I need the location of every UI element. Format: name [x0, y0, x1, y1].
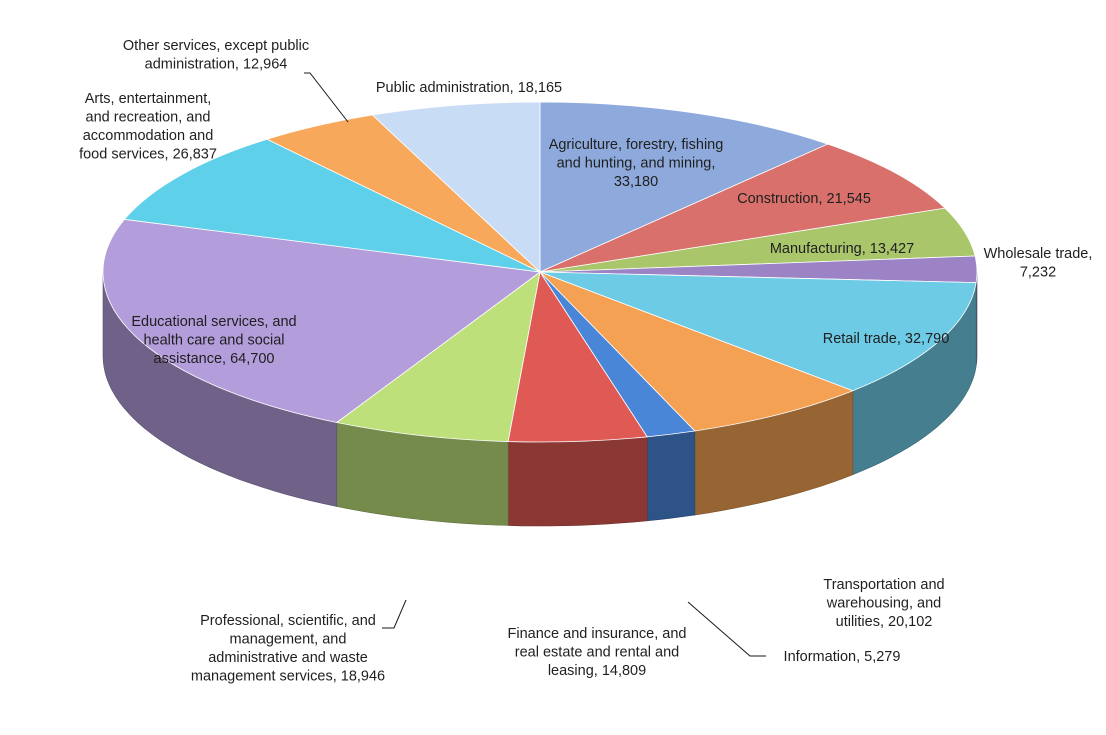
pie-top	[102, 101, 978, 443]
slice-label-line: leasing, 14,809	[548, 663, 646, 679]
slice-label-finance-and-insurance-and-real-estate-an: Finance and insurance, and real estate an…	[508, 626, 687, 679]
slice-label-line: Transportation and	[823, 577, 944, 593]
slice-label-retail-trade: Retail trade, 32,790	[823, 331, 950, 347]
pie-side-information	[646, 430, 696, 522]
slice-label-arts-entertainment-and-recreation-and-ac: Arts, entertainment, and recreation, and a…	[79, 91, 217, 163]
pie-sides	[102, 271, 978, 527]
slice-label-line: utilities, 20,102	[836, 614, 933, 630]
slice-label-line: health care and social	[143, 333, 284, 349]
slice-label-educational-services-and-health-care-and: Educational services, and health care and…	[131, 314, 296, 367]
slice-label-line: Finance and insurance, and	[508, 626, 687, 642]
slice-label-line: 7,232	[1020, 265, 1056, 281]
slice-label-construction: Construction, 21,545	[737, 191, 871, 207]
pie-slice-arts-entertainment-and-recreation-and-ac	[123, 138, 541, 273]
slice-label-agriculture-forestry-fishing-and-hunting: Agriculture, forestry, fishing and huntin…	[549, 137, 724, 190]
pie-side-finance-and-insurance-and-real-estate-an	[507, 436, 648, 527]
pie-slice-finance-and-insurance-and-real-estate-an	[507, 270, 648, 443]
slice-label-line: Public administration, 18,165	[376, 80, 562, 96]
pie-slice-agriculture-forestry-fishing-and-hunting	[539, 101, 829, 273]
pie-slice-public-administration	[371, 101, 541, 273]
pie-slice-construction	[539, 143, 946, 273]
slice-label-line: Arts, entertainment,	[85, 91, 212, 107]
slice-label-line: Other services, except public	[123, 38, 309, 54]
leader-line-information	[687, 601, 766, 657]
slice-label-line: accommodation and	[83, 128, 214, 144]
slice-label-information: Information, 5,279	[784, 649, 901, 665]
pie-slice-retail-trade	[539, 271, 977, 392]
slice-label-line: Educational services, and	[131, 314, 296, 330]
slice-label-line: Professional, scientific, and	[200, 613, 376, 629]
slice-label-line: and hunting, and mining,	[557, 156, 716, 172]
slice-label-line: Construction, 21,545	[737, 191, 871, 207]
slice-label-line: administrative and waste	[208, 650, 368, 666]
slice-label-professional-scientific-and-management-a: Professional, scientific, and management,…	[191, 613, 385, 685]
slice-label-transportation-and-warehousing-and-utili: Transportation and warehousing, and utilit…	[823, 577, 944, 630]
slice-label-line: Retail trade, 32,790	[823, 331, 950, 347]
slice-label-line: Manufacturing, 13,427	[770, 241, 914, 257]
slice-label-manufacturing: Manufacturing, 13,427	[770, 241, 914, 257]
slice-label-other-services-except-public-administrat: Other services, except public administrat…	[123, 38, 309, 73]
slice-label-wholesale-trade: Wholesale trade, 7,232	[984, 246, 1093, 281]
pie-slice-transportation-and-warehousing-and-utili	[539, 271, 854, 432]
slice-label-line: administration, 12,964	[145, 57, 288, 73]
leader-line-other-services	[304, 72, 349, 123]
slice-label-line: and recreation, and	[86, 110, 211, 126]
slice-labels: Agriculture, forestry, fishing and huntin…	[79, 38, 1092, 685]
leader-lines	[304, 72, 766, 657]
slice-label-line: management services, 18,946	[191, 669, 385, 685]
pie-slice-educational-services-and-health-care-and	[102, 218, 542, 423]
slice-label-line: management, and	[230, 632, 347, 648]
slice-label-line: warehousing, and	[826, 596, 941, 612]
slice-label-line: assistance, 64,700	[154, 351, 275, 367]
slice-label-line: Wholesale trade,	[984, 246, 1093, 262]
slice-label-line: Agriculture, forestry, fishing	[549, 137, 724, 153]
leader-line-professional	[382, 599, 407, 629]
slice-label-line: Information, 5,279	[784, 649, 901, 665]
slice-label-line: food services, 26,837	[79, 147, 217, 163]
slice-label-line: real estate and rental and	[515, 645, 679, 661]
slice-label-public-administration: Public administration, 18,165	[376, 80, 562, 96]
pie-slice-professional-scientific-and-management-a	[335, 271, 541, 442]
slice-label-line: 33,180	[614, 174, 658, 190]
